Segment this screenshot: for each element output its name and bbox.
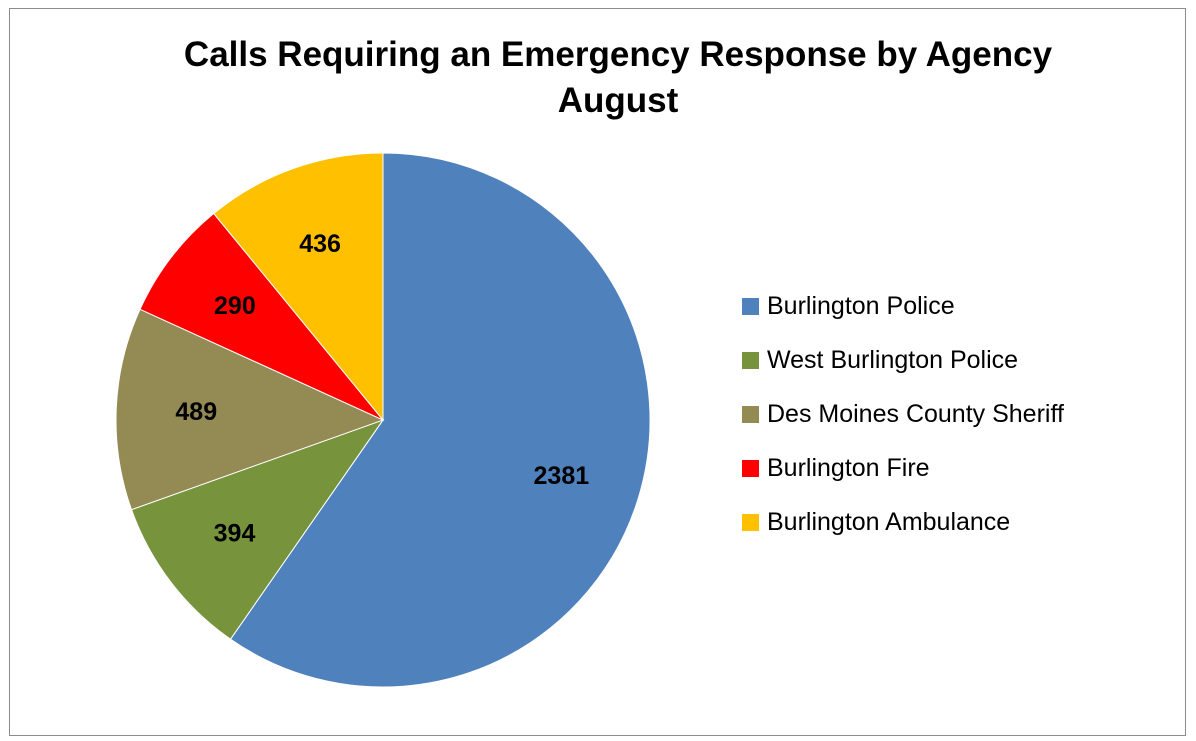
data-label-des-moines-county-sheriff: 489 <box>175 398 217 426</box>
data-label-west-burlington-police: 394 <box>214 520 256 548</box>
pie-slice-burlington-police <box>229 152 651 688</box>
legend-swatch <box>742 298 759 315</box>
pie-slice-burlington-ambulance <box>213 152 384 422</box>
legend-label: Burlington Fire <box>767 454 930 482</box>
data-label-burlington-ambulance: 436 <box>299 230 341 258</box>
legend-label: Burlington Ambulance <box>767 508 1011 536</box>
pie-slice-des-moines-county-sheriff <box>115 308 385 511</box>
legend-label: West Burlington Police <box>767 346 1019 374</box>
chart-title-line-2: August <box>557 81 679 120</box>
legend: Burlington Police West Burlington Police… <box>742 284 1182 554</box>
legend-item-burlington-ambulance: Burlington Ambulance <box>742 500 1182 545</box>
legend-swatch <box>742 406 759 423</box>
legend-item-burlington-fire: Burlington Fire <box>742 446 1182 491</box>
pie-slice-west-burlington-police <box>130 419 385 640</box>
legend-swatch <box>742 352 759 369</box>
legend-label: Des Moines County Sheriff <box>767 400 1064 428</box>
pie-slice-burlington-fire <box>139 212 384 421</box>
chart-title: Calls Requiring an Emergency Response by… <box>0 32 1196 124</box>
chart-title-line-1: Calls Requiring an Emergency Response by… <box>183 35 1053 74</box>
legend-item-west-burlington-police: West Burlington Police <box>742 338 1182 383</box>
legend-swatch <box>742 514 759 531</box>
data-label-burlington-fire: 290 <box>214 292 256 320</box>
data-label-burlington-police: 2381 <box>534 462 590 490</box>
legend-item-des-moines-county-sheriff: Des Moines County Sheriff <box>742 392 1182 437</box>
legend-item-burlington-police: Burlington Police <box>742 284 1182 329</box>
legend-swatch <box>742 460 759 477</box>
legend-label: Burlington Police <box>767 292 955 320</box>
